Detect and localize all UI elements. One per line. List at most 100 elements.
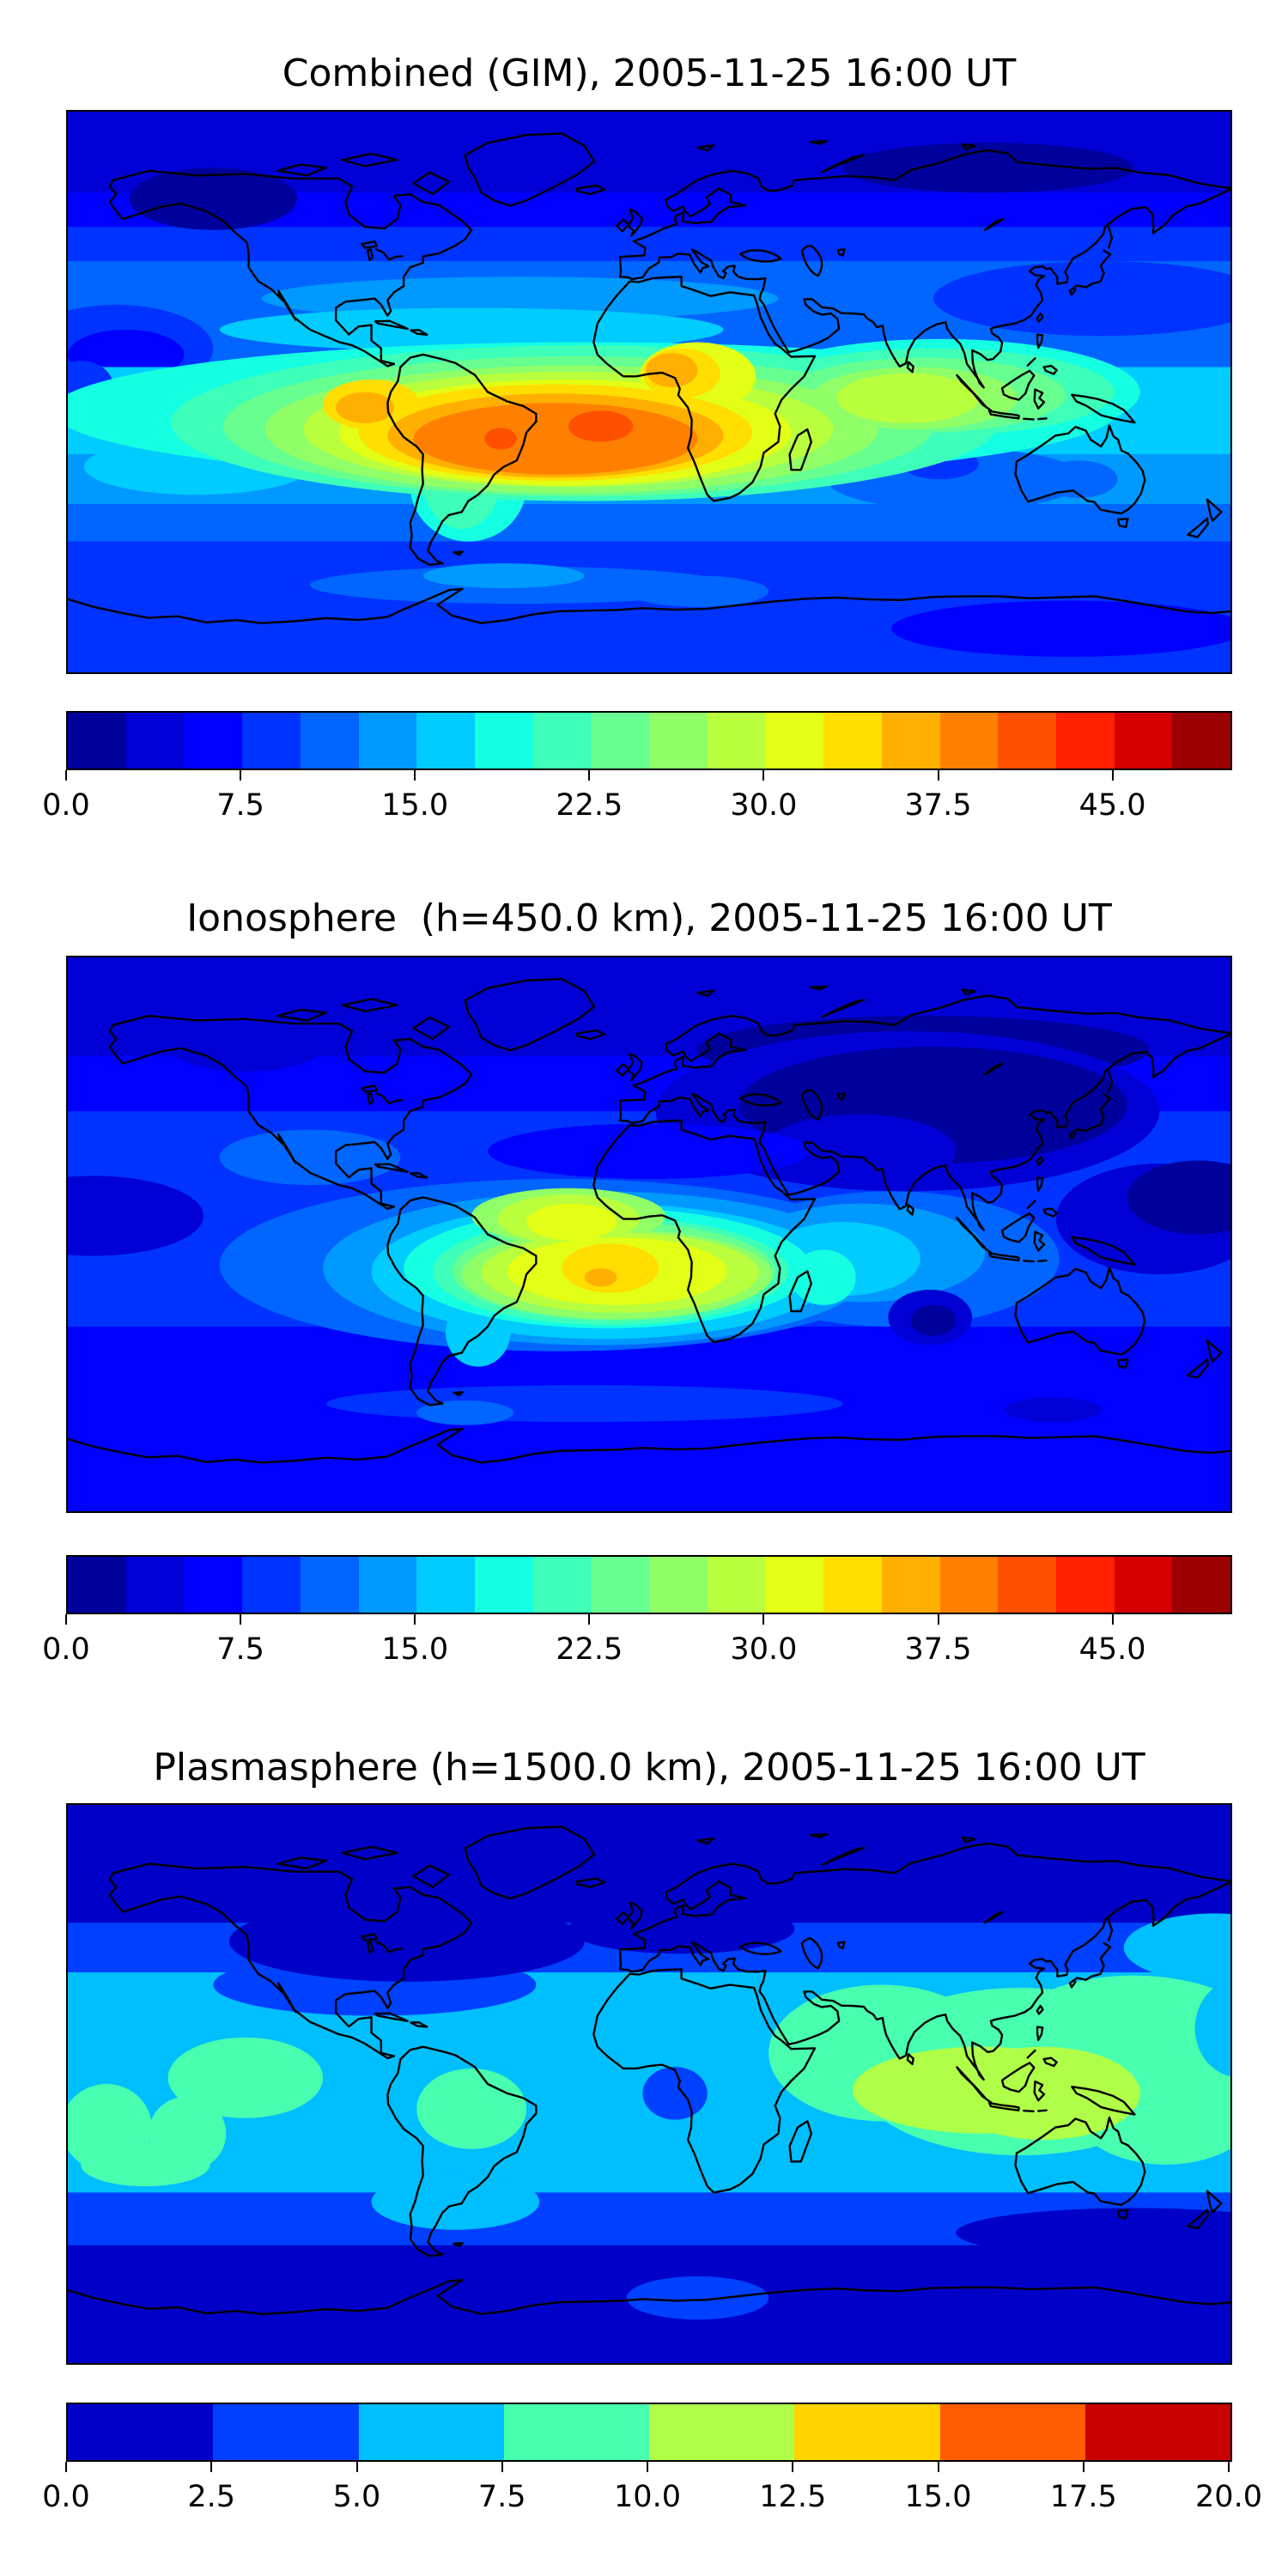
contour-region <box>416 1400 514 1425</box>
contour-region <box>1123 1913 1230 1982</box>
colorbar-segment <box>1114 1557 1173 1613</box>
panel-ionosphere-title: Ionosphere (h=450.0 km), 2005-11-25 16:0… <box>186 896 1112 940</box>
colorbar-tick <box>1111 770 1114 781</box>
colorbar-tick <box>937 1614 939 1625</box>
colorbar-segment <box>998 1557 1056 1613</box>
colorbar-tick-label: 0.0 <box>42 1632 90 1667</box>
colorbar <box>66 1555 1232 1614</box>
colorbar-segment <box>1084 2404 1230 2460</box>
colorbar-tick-label: 37.5 <box>904 1632 972 1667</box>
colorbar-segment <box>184 1557 243 1613</box>
contour-region <box>487 1123 811 1179</box>
colorbar-tick <box>1111 1614 1114 1625</box>
colorbar-segment <box>358 713 417 769</box>
colorbar-tick-label: 22.5 <box>556 1632 623 1667</box>
coastlines <box>68 133 1230 623</box>
contour-map-svg <box>68 1805 1230 2363</box>
colorbar-segment <box>125 713 185 769</box>
colorbar-tick-label: 45.0 <box>1078 1632 1146 1667</box>
colorbar-segment <box>1172 713 1231 769</box>
contour-region <box>413 403 698 475</box>
contour-region <box>791 1249 856 1305</box>
colorbar-segment <box>503 2404 649 2460</box>
contour-region <box>568 410 634 442</box>
contour-region <box>836 373 979 423</box>
colorbar-segment <box>416 713 475 769</box>
colorbar-tick <box>647 2462 648 2472</box>
contour-region <box>910 1304 957 1336</box>
colorbar-segment <box>1055 1557 1115 1613</box>
contour-region <box>1040 460 1118 498</box>
colorbar-tick <box>65 2462 67 2472</box>
contour-region <box>167 2037 324 2118</box>
colorbar-segment <box>707 1557 766 1613</box>
coastlines <box>68 979 1230 1462</box>
colorbar-segment <box>707 713 766 769</box>
colorbar-tick-label: 7.5 <box>216 788 264 823</box>
panel-plasmasphere-map <box>66 1803 1232 2365</box>
contour-region <box>626 575 769 607</box>
panel-combined-colorbar: 0.0 7.5 15.0 22.5 30.0 37.5 45.0 <box>42 711 1232 840</box>
panel-ionosphere-map <box>66 956 1232 1513</box>
colorbar-tick <box>937 2462 939 2472</box>
contour-region <box>219 307 724 352</box>
colorbar-tick-label: 0.0 <box>42 2480 90 2514</box>
colorbar-tick-label: 7.5 <box>477 2480 526 2514</box>
colorbar-tick <box>414 1614 416 1625</box>
colorbar-segment <box>532 1557 592 1613</box>
colorbar-segment <box>1114 713 1173 769</box>
colorbar-tick <box>1228 2462 1230 2472</box>
colorbar-segment <box>939 2404 1085 2460</box>
coastlines <box>68 1826 1230 2314</box>
contour-region <box>68 1176 204 1256</box>
colorbar-tick-label: 15.0 <box>381 1632 449 1667</box>
contour-region <box>422 563 585 589</box>
colorbar-tick-label: 15.0 <box>381 788 449 823</box>
colorbar-segment <box>591 1557 650 1613</box>
contour-region <box>842 143 1134 193</box>
colorbar <box>66 2403 1232 2462</box>
contour-region <box>646 353 698 388</box>
colorbar-tick-label: 30.0 <box>730 788 798 823</box>
contour-region <box>762 1114 957 1188</box>
contour-region <box>562 1243 659 1293</box>
colorbar-segment <box>184 713 243 769</box>
colorbar-segment <box>68 2404 214 2460</box>
colorbar-tick-label: 20.0 <box>1195 2480 1262 2514</box>
colorbar-tick <box>501 2462 503 2472</box>
colorbar-tick <box>414 770 416 781</box>
colorbar-tick-label: 2.5 <box>187 2480 236 2514</box>
colorbar-segment <box>1172 1557 1231 1613</box>
colorbar-segment <box>794 2404 940 2460</box>
contour-region <box>371 2173 540 2230</box>
contour-region <box>219 1129 401 1186</box>
panel-plasmasphere-title: Plasmasphere (h=1500.0 km), 2005-11-25 1… <box>153 1746 1145 1789</box>
colorbar-segment <box>823 1557 882 1613</box>
colorbar-segment <box>939 713 999 769</box>
colorbar-segment <box>358 2404 504 2460</box>
contour-map-svg <box>68 112 1230 672</box>
colorbar-tick <box>588 770 591 781</box>
colorbar-tick-label: 22.5 <box>556 788 623 823</box>
colorbar-tick-label: 17.5 <box>1049 2480 1117 2514</box>
colorbar-segment <box>1055 713 1115 769</box>
colorbar-tick <box>65 1614 67 1625</box>
colorbar-segment <box>68 713 126 769</box>
colorbar-tick <box>1082 2462 1084 2472</box>
colorbar-segment <box>649 2404 795 2460</box>
colorbar-segment <box>68 1557 126 1613</box>
colorbar-tick-label: 0.0 <box>42 788 90 823</box>
colorbar-tick <box>65 770 67 781</box>
colorbar-segment <box>591 713 650 769</box>
colorbar-tick <box>762 1614 765 1625</box>
colorbar-tick-label: 12.5 <box>759 2480 827 2514</box>
colorbar-segment <box>765 1557 824 1613</box>
contour-region <box>484 428 517 450</box>
colorbar-tick <box>937 770 939 781</box>
panel-combined-title: Combined (GIM), 2005-11-25 16:00 UT <box>282 52 1017 95</box>
colorbar-tick-label: 7.5 <box>216 1632 264 1667</box>
contour-region <box>336 392 394 423</box>
contour-region <box>891 600 1230 657</box>
panel-ionosphere-colorbar: 0.0 7.5 15.0 22.5 30.0 37.5 45.0 <box>42 1555 1232 1684</box>
contour-region <box>626 2275 769 2320</box>
